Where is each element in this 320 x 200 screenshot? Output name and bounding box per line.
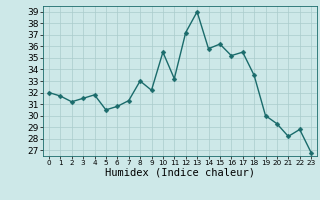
X-axis label: Humidex (Indice chaleur): Humidex (Indice chaleur) bbox=[105, 168, 255, 178]
